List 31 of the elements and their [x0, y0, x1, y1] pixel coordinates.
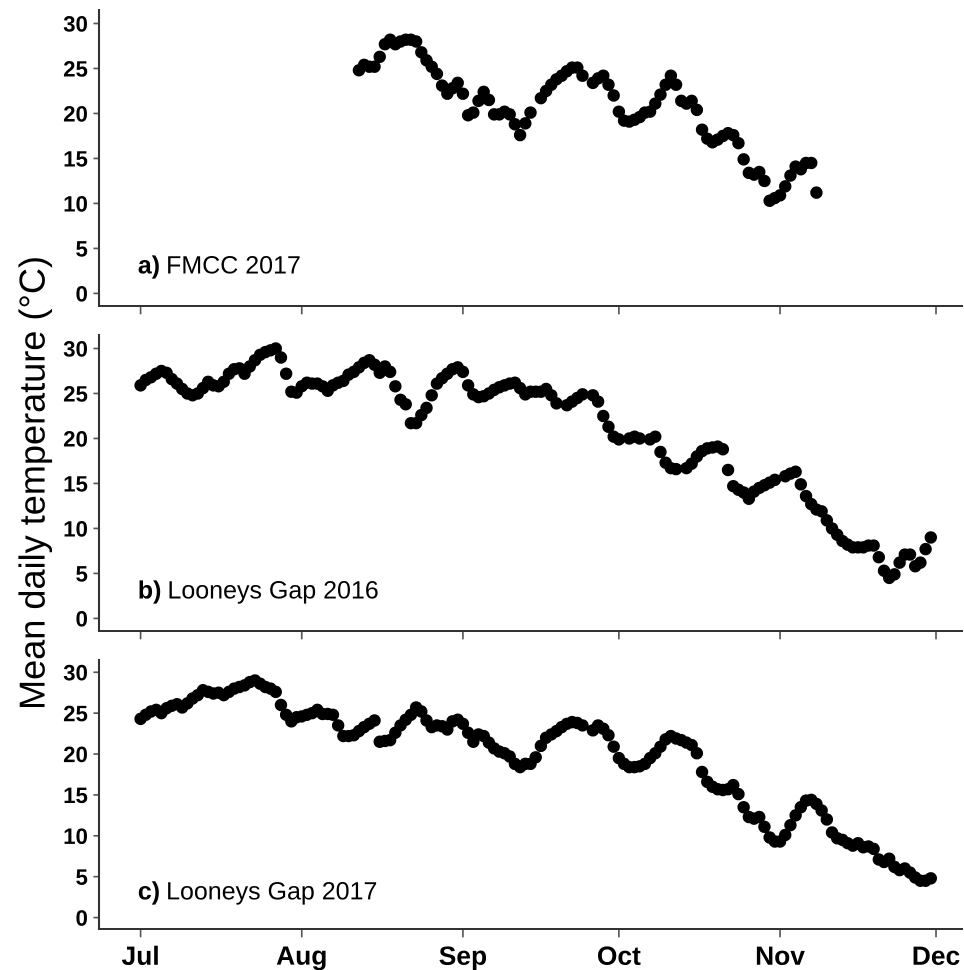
x-tick-label: Aug: [276, 946, 326, 970]
y-tick-label: 15: [64, 476, 88, 492]
y-tick-label: 30: [64, 664, 87, 681]
annotation: a) FMCC 2017: [138, 255, 300, 279]
y-tick-label: 20: [64, 746, 87, 762]
y-tick-label: 30: [64, 341, 87, 357]
y-tick-label: 10: [64, 520, 87, 537]
x-tick-label: Jul: [122, 946, 158, 966]
y-tick-label: 30: [64, 16, 87, 32]
y-tick-label: 25: [64, 706, 88, 722]
x-tick-label: Nov: [756, 946, 805, 966]
x-tick-label: Dec: [914, 946, 960, 966]
y-tick-label: 10: [64, 196, 87, 212]
y-tick-label: 5: [76, 566, 88, 582]
y-tick-label: 0: [76, 610, 87, 627]
y-tick-label: 25: [64, 386, 88, 402]
y-tick-label: 10: [64, 828, 87, 844]
annotation: c) Looneys Gap 2017: [138, 881, 376, 905]
y-tick-label: 5: [76, 241, 88, 257]
y-tick-label: 0: [76, 910, 87, 926]
y-tick-label: 0: [76, 286, 87, 302]
y-tick-label: 20: [64, 106, 87, 122]
x-tick-label: Sep: [439, 946, 486, 970]
annotation: b) Looneys Gap 2016: [139, 580, 378, 604]
y-tick-label: 15: [64, 788, 88, 804]
y-axis-title: Mean daily temperature (°C): [18, 258, 52, 707]
y-tick-label: 20: [64, 431, 87, 447]
y-tick-label: 25: [64, 61, 88, 77]
y-tick-label: 15: [64, 151, 88, 167]
y-tick-label: 5: [76, 869, 88, 885]
x-tick-label: Oct: [598, 946, 641, 966]
